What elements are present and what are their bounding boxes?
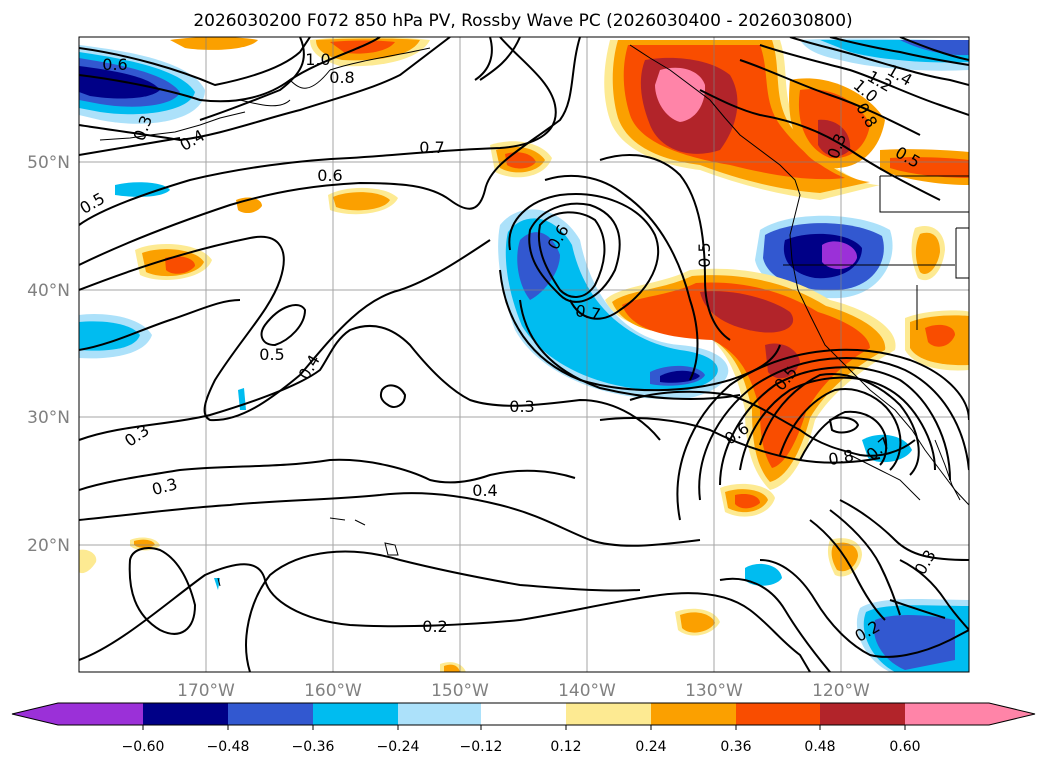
pv-anomaly-fill <box>79 37 969 672</box>
contour-label: 0.5 <box>259 345 284 364</box>
colorbar-tick-label: 0.12 <box>550 739 581 755</box>
colorbar-bin <box>651 703 736 725</box>
colorbar-bin <box>905 703 989 725</box>
colorbar-tick-marks <box>142 725 906 730</box>
colorbar-tick-label: −0.12 <box>460 739 503 755</box>
colorbar-tick-label: −0.24 <box>377 739 420 755</box>
contour-label: 1.0 <box>305 50 330 69</box>
longitude-labels: 170°W 160°W 150°W 140°W 130°W 120°W <box>177 681 870 701</box>
lon-label: 160°W <box>304 681 362 701</box>
contour-label: 0.8 <box>827 446 855 469</box>
colorbar-bin <box>228 703 313 725</box>
pv-contours <box>79 37 969 672</box>
colorbar-tick-label: 0.36 <box>720 739 751 755</box>
colorbar-tick-label: 0.48 <box>804 739 835 755</box>
colorbar-tick-label: −0.60 <box>122 739 165 755</box>
colorbar-tick-label: −0.48 <box>207 739 250 755</box>
contour-label: 0.7 <box>419 138 444 157</box>
contour-label: 0.2 <box>422 617 447 636</box>
contour-label: 0.7 <box>574 301 602 324</box>
contour-label: 0.3 <box>509 397 534 416</box>
colorbar: −0.60 −0.48 −0.36 −0.24 −0.12 0.12 0.24 … <box>11 702 1036 755</box>
lat-label: 50°N <box>27 153 70 173</box>
colorbar-bin <box>736 703 820 725</box>
colorbar-bin <box>820 703 905 725</box>
colorbar-tick-label: 0.60 <box>889 739 920 755</box>
lat-label: 20°N <box>27 536 70 556</box>
latitude-labels: 50°N 40°N 30°N 20°N <box>27 153 70 556</box>
colorbar-bin <box>566 703 651 725</box>
colorbar-bin <box>58 703 143 725</box>
colorbar-bin <box>398 703 481 725</box>
anomaly-blob-nc-positive <box>604 40 969 200</box>
colorbar-extend-max <box>989 703 1035 725</box>
map-title: 2026030200 F072 850 hPa PV, Rossby Wave … <box>193 11 852 31</box>
colorbar-bin <box>313 703 398 725</box>
lon-label: 170°W <box>177 681 235 701</box>
colorbar-tick-label: −0.36 <box>292 739 335 755</box>
anomaly-blob-sc-positive <box>605 268 896 517</box>
contour-label: 0.6 <box>102 55 127 74</box>
lat-label: 30°N <box>27 408 70 428</box>
map-frame <box>78 36 970 673</box>
lon-label: 150°W <box>431 681 489 701</box>
contour-label: 0.8 <box>329 68 354 87</box>
colorbar-outline <box>11 702 1036 726</box>
colorbar-bin <box>143 703 228 725</box>
colorbar-bin <box>481 703 566 725</box>
anomaly-blob-west-negative <box>79 182 246 590</box>
anomaly-blob-sc-negative <box>498 209 729 400</box>
lon-label: 140°W <box>558 681 616 701</box>
colorbar-extend-min <box>12 703 58 725</box>
contour-label: 0.4 <box>472 481 497 500</box>
colorbar-tick-label: 0.24 <box>635 739 666 755</box>
contour-label: 0.5 <box>695 242 714 267</box>
lon-label: 130°W <box>685 681 743 701</box>
lon-label: 120°W <box>812 681 870 701</box>
contour-label: 0.6 <box>317 166 342 185</box>
lat-label: 40°N <box>27 281 70 301</box>
graticule <box>79 37 969 672</box>
